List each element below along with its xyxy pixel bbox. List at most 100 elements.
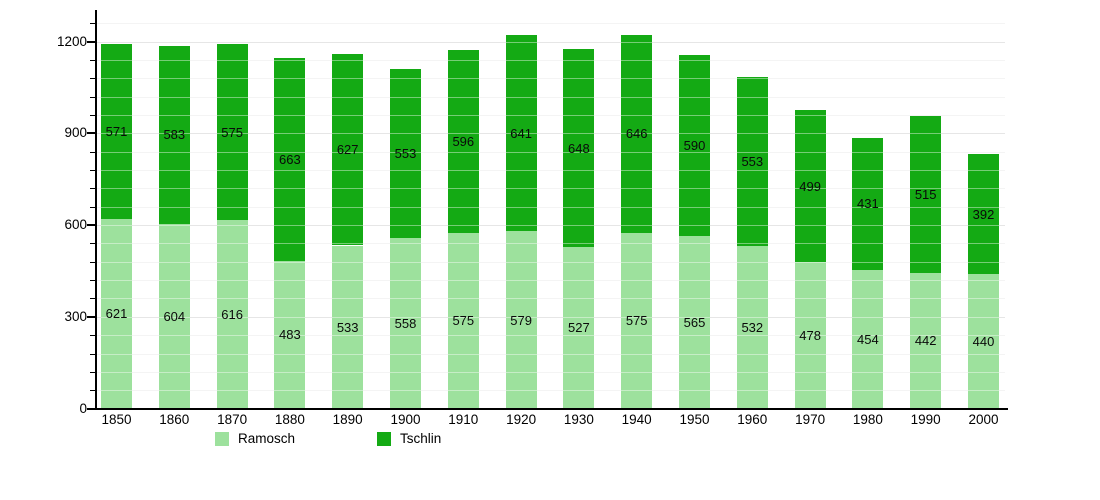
bar-value-label: 575 — [221, 124, 243, 140]
bar-segment-tschlin — [910, 115, 942, 274]
grid-line-overlay — [97, 23, 1005, 25]
y-tick-minor — [90, 59, 95, 61]
grid-line-minor — [97, 114, 1005, 116]
y-tick-minor — [90, 390, 95, 392]
y-axis-line — [95, 10, 97, 410]
bar-segment-tschlin — [679, 55, 710, 236]
y-tick-minor — [90, 353, 95, 355]
grid-line-minor — [97, 151, 1005, 153]
bar-segment-tschlin — [736, 76, 768, 246]
x-axis-tick-label: 1900 — [390, 412, 421, 427]
grid-line-minor — [97, 261, 1005, 263]
bar-value-label: 641 — [510, 125, 532, 141]
bar-segment-ramosch — [390, 237, 421, 409]
bar-value-label: 571 — [105, 123, 128, 139]
bar-value-label: 648 — [568, 140, 590, 156]
grid-line-minor — [97, 243, 1005, 245]
bar-segment-tschlin — [158, 45, 190, 224]
y-tick-minor — [90, 298, 95, 300]
grid-line-minor — [97, 206, 1005, 208]
grid-line-overlay — [97, 280, 1005, 282]
grid-line-overlay — [97, 371, 1005, 373]
bar-segment-ramosch — [852, 269, 884, 409]
grid-line-overlay — [97, 261, 1005, 263]
y-axis-tick-label: 600 — [64, 217, 87, 232]
bar-segment-tschlin — [968, 154, 999, 274]
y-axis-tick-label: 900 — [64, 125, 87, 141]
grid-line-major — [97, 41, 1005, 43]
bar-segment-tschlin — [563, 49, 595, 248]
x-axis-tick-label: 1850 — [101, 412, 132, 427]
y-axis-tick-label: 0 — [79, 400, 87, 416]
bar-segment-tschlin — [794, 109, 826, 263]
x-axis-tick-label: 1940 — [621, 412, 652, 427]
grid-line-overlay — [97, 298, 1005, 300]
bar-segment-tschlin — [447, 50, 479, 233]
bar-value-label: 553 — [741, 153, 764, 169]
x-axis-tick-label: 1980 — [852, 412, 883, 427]
grid-line-overlay — [97, 170, 1005, 171]
bar-value-label: 553 — [394, 145, 417, 161]
legend-swatch-ramosch — [215, 431, 229, 446]
bar-value-label: 627 — [336, 142, 359, 158]
bar-value-label: 527 — [568, 320, 590, 336]
bar-value-label: 646 — [625, 126, 648, 142]
grid-line-overlay — [97, 188, 1005, 190]
bar-segment-ramosch — [736, 245, 768, 409]
bar-value-label: 431 — [857, 196, 879, 212]
grid-line-minor — [97, 96, 1005, 98]
bar-value-label: 533 — [336, 319, 359, 335]
bar-segment-ramosch — [621, 232, 653, 409]
grid-line-major — [97, 133, 1005, 135]
bar-value-label: 596 — [452, 134, 475, 149]
grid-line-minor — [97, 59, 1005, 61]
bar-value-label: 515 — [914, 187, 937, 203]
bar-value-label: 583 — [163, 127, 186, 143]
bar-segment-ramosch — [794, 262, 826, 409]
x-axis-tick-label: 1910 — [448, 412, 479, 427]
y-tick-minor — [90, 335, 95, 337]
y-tick-minor — [90, 280, 95, 282]
grid-line-minor — [97, 23, 1005, 25]
bar-value-label: 565 — [683, 314, 706, 330]
y-tick-major — [87, 132, 95, 135]
bar-value-label: 483 — [279, 327, 301, 343]
y-axis-tick-label: 1200 — [56, 33, 87, 49]
x-axis-tick-label: 1920 — [506, 412, 537, 427]
y-tick-minor — [90, 371, 95, 373]
legend-label-tschlin: Tschlin — [400, 431, 442, 446]
grid-line-overlay — [97, 206, 1005, 208]
bar-segment-ramosch — [216, 220, 248, 409]
grid-line-overlay — [97, 41, 1005, 43]
bar-value-label: 499 — [799, 178, 821, 194]
grid-line-overlay — [97, 225, 1005, 226]
bar-segment-tschlin — [216, 44, 248, 221]
x-axis-line — [95, 408, 1008, 410]
bar-value-label: 392 — [972, 206, 995, 222]
bar-value-label: 442 — [914, 333, 937, 349]
x-axis-tick-label: 1960 — [737, 412, 768, 427]
grid-line-minor — [97, 188, 1005, 190]
grid-line-minor — [97, 170, 1005, 171]
grid-line-minor — [97, 353, 1005, 355]
x-axis-tick-label: 1950 — [679, 412, 710, 427]
bar-value-label: 440 — [972, 333, 995, 349]
bar-value-label: 558 — [394, 315, 417, 331]
bar-segment-ramosch — [910, 273, 942, 409]
y-tick-minor — [90, 170, 95, 171]
bar-segment-ramosch — [563, 247, 595, 409]
bar-value-label: 616 — [221, 306, 243, 322]
bar-value-label: 590 — [683, 138, 706, 153]
bar-segment-tschlin — [390, 68, 421, 238]
grid-line-minor — [97, 280, 1005, 282]
bar-segment-ramosch — [505, 231, 537, 409]
y-tick-minor — [90, 96, 95, 98]
bar-segment-tschlin — [621, 35, 653, 233]
legend-label-ramosch: Ramosch — [238, 431, 296, 446]
bar-segment-ramosch — [101, 218, 132, 409]
x-axis-tick-label: 1930 — [563, 412, 594, 427]
bar-value-label: 575 — [625, 313, 648, 329]
grid-line-minor — [97, 371, 1005, 373]
bar-segment-ramosch — [447, 232, 479, 409]
